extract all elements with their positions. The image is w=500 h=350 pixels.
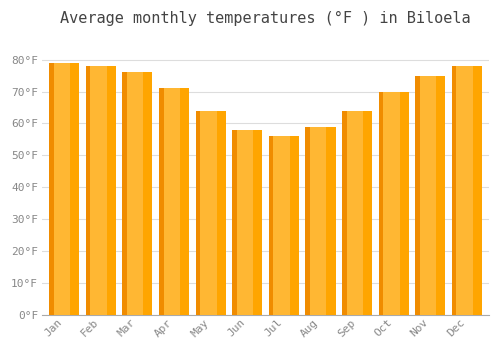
Bar <box>70 63 80 315</box>
Bar <box>232 130 237 315</box>
Bar <box>144 72 152 315</box>
Bar <box>269 136 299 315</box>
Bar <box>237 130 254 315</box>
Bar <box>200 111 216 315</box>
Bar <box>196 111 226 315</box>
Bar <box>306 127 310 315</box>
Bar <box>122 72 127 315</box>
Bar <box>107 66 116 315</box>
Bar <box>306 127 336 315</box>
Bar <box>127 72 144 315</box>
Bar <box>400 92 408 315</box>
Bar <box>416 76 420 315</box>
Bar <box>159 89 189 315</box>
Bar <box>452 66 456 315</box>
Bar <box>49 63 54 315</box>
Bar <box>452 66 482 315</box>
Bar <box>274 136 290 315</box>
Bar <box>378 92 408 315</box>
Bar <box>86 66 116 315</box>
Bar <box>290 136 299 315</box>
Bar <box>310 127 326 315</box>
Bar <box>180 89 189 315</box>
Title: Average monthly temperatures (°F ) in Biloela: Average monthly temperatures (°F ) in Bi… <box>60 11 471 26</box>
Bar <box>342 111 372 315</box>
Bar <box>416 76 446 315</box>
Bar <box>326 127 336 315</box>
Bar <box>456 66 473 315</box>
Bar <box>363 111 372 315</box>
Bar <box>122 72 152 315</box>
Bar <box>232 130 262 315</box>
Bar <box>159 89 164 315</box>
Bar <box>378 92 383 315</box>
Bar <box>216 111 226 315</box>
Bar <box>164 89 180 315</box>
Bar <box>346 111 363 315</box>
Bar <box>54 63 70 315</box>
Bar <box>254 130 262 315</box>
Bar <box>196 111 200 315</box>
Bar <box>49 63 80 315</box>
Bar <box>473 66 482 315</box>
Bar <box>86 66 90 315</box>
Bar <box>420 76 436 315</box>
Bar <box>342 111 346 315</box>
Bar <box>436 76 446 315</box>
Bar <box>90 66 107 315</box>
Bar <box>383 92 400 315</box>
Bar <box>269 136 274 315</box>
